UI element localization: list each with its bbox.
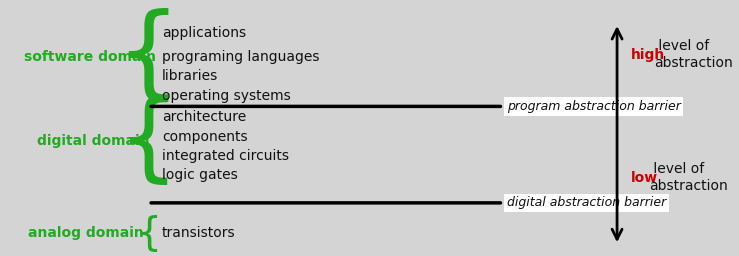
Text: applications: applications	[162, 26, 246, 40]
Text: logic gates: logic gates	[162, 168, 238, 182]
Text: transistors: transistors	[162, 226, 236, 240]
Text: high: high	[631, 48, 665, 61]
Text: program abstraction barrier: program abstraction barrier	[507, 100, 681, 113]
Text: components: components	[162, 130, 248, 144]
Text: integrated circuits: integrated circuits	[162, 149, 289, 163]
Text: {: {	[116, 8, 181, 106]
Text: digital domain: digital domain	[37, 134, 149, 148]
Text: libraries: libraries	[162, 69, 218, 83]
Text: architecture: architecture	[162, 110, 246, 124]
Text: software domain: software domain	[24, 50, 156, 64]
Text: level of
abstraction: level of abstraction	[654, 39, 733, 70]
Text: analog domain: analog domain	[28, 226, 144, 240]
Text: {: {	[136, 214, 161, 252]
Text: operating systems: operating systems	[162, 89, 290, 103]
Text: {: {	[118, 95, 179, 188]
Text: low: low	[631, 170, 658, 185]
Text: level of
abstraction: level of abstraction	[650, 163, 728, 193]
Text: digital abstraction barrier: digital abstraction barrier	[507, 196, 666, 209]
Text: programing languages: programing languages	[162, 50, 319, 64]
